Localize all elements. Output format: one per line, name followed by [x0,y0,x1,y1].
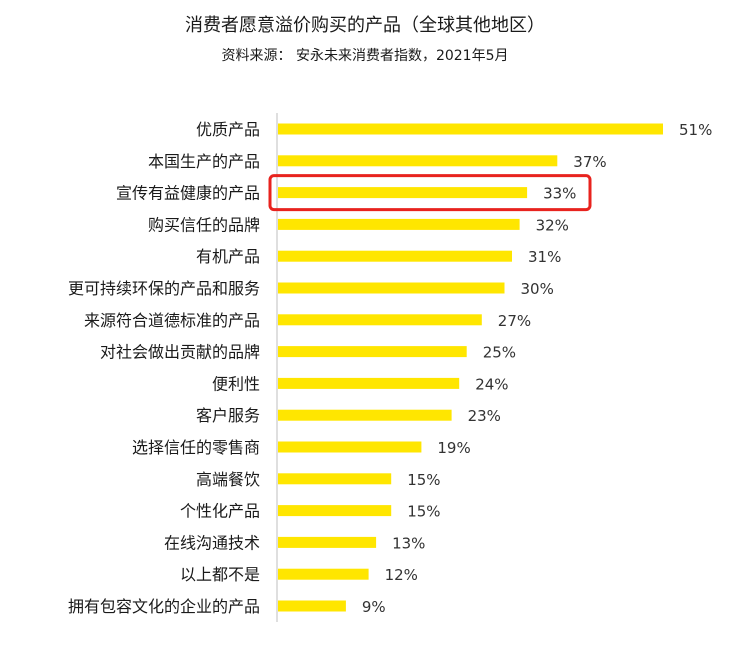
category-label: 以上都不是 [180,565,260,584]
bar [278,409,452,421]
category-label: 购买信任的品牌 [148,215,260,234]
category-label: 来源符合道德标准的产品 [84,311,260,330]
category-label: 有机产品 [196,247,260,266]
value-label: 12% [385,566,418,584]
category-label: 优质产品 [196,120,260,139]
category-label: 本国生产的产品 [148,152,260,171]
value-label: 15% [407,503,440,521]
labels-group: 优质产品 51% 本国生产的产品 37% 宣传有益健康的产品 33% 购买信任的品牌 32% 有… [68,120,712,616]
value-label: 32% [536,216,569,234]
bar [278,536,377,548]
value-label: 13% [392,534,425,552]
category-label: 选择信任的零售商 [132,438,260,457]
bar [278,377,460,389]
bar [278,187,528,199]
category-label: 拥有包容文化的企业的产品 [68,597,260,616]
value-label: 51% [679,121,712,139]
category-label: 宣传有益健康的产品 [116,184,260,203]
chart-title: 消费者愿意溢价购买的产品（全球其他地区） [185,15,545,36]
value-label: 9% [362,598,386,616]
value-label: 15% [407,471,440,489]
category-label: 个性化产品 [180,502,260,521]
value-label: 33% [543,185,576,203]
bar [278,155,558,167]
category-label: 客户服务 [196,406,260,425]
value-label: 30% [521,280,554,298]
category-label: 便利性 [212,374,260,393]
bar [278,441,422,453]
category-label: 对社会做出贡献的品牌 [100,343,260,362]
bar [278,568,369,580]
bar [278,250,512,262]
category-label: 在线沟通技术 [164,533,260,552]
value-label: 31% [528,248,561,266]
bar [278,346,467,358]
value-label: 24% [475,375,508,393]
bar [278,314,482,326]
bar [278,473,392,485]
value-label: 27% [498,312,531,330]
value-label: 23% [468,407,501,425]
value-label: 25% [483,344,516,362]
category-label: 更可持续环保的产品和服务 [68,279,260,298]
bar [278,600,346,612]
highlight-box [268,174,592,212]
bars-group [278,123,663,612]
bar [278,282,505,294]
value-label: 19% [437,439,470,457]
bar [278,123,663,135]
chart-subtitle: 资料来源： 安永未来消费者指数，2021年5月 [221,48,509,64]
category-label: 高端餐饮 [196,470,260,489]
bar [278,505,392,517]
value-label: 37% [573,153,606,171]
bar [278,218,520,230]
